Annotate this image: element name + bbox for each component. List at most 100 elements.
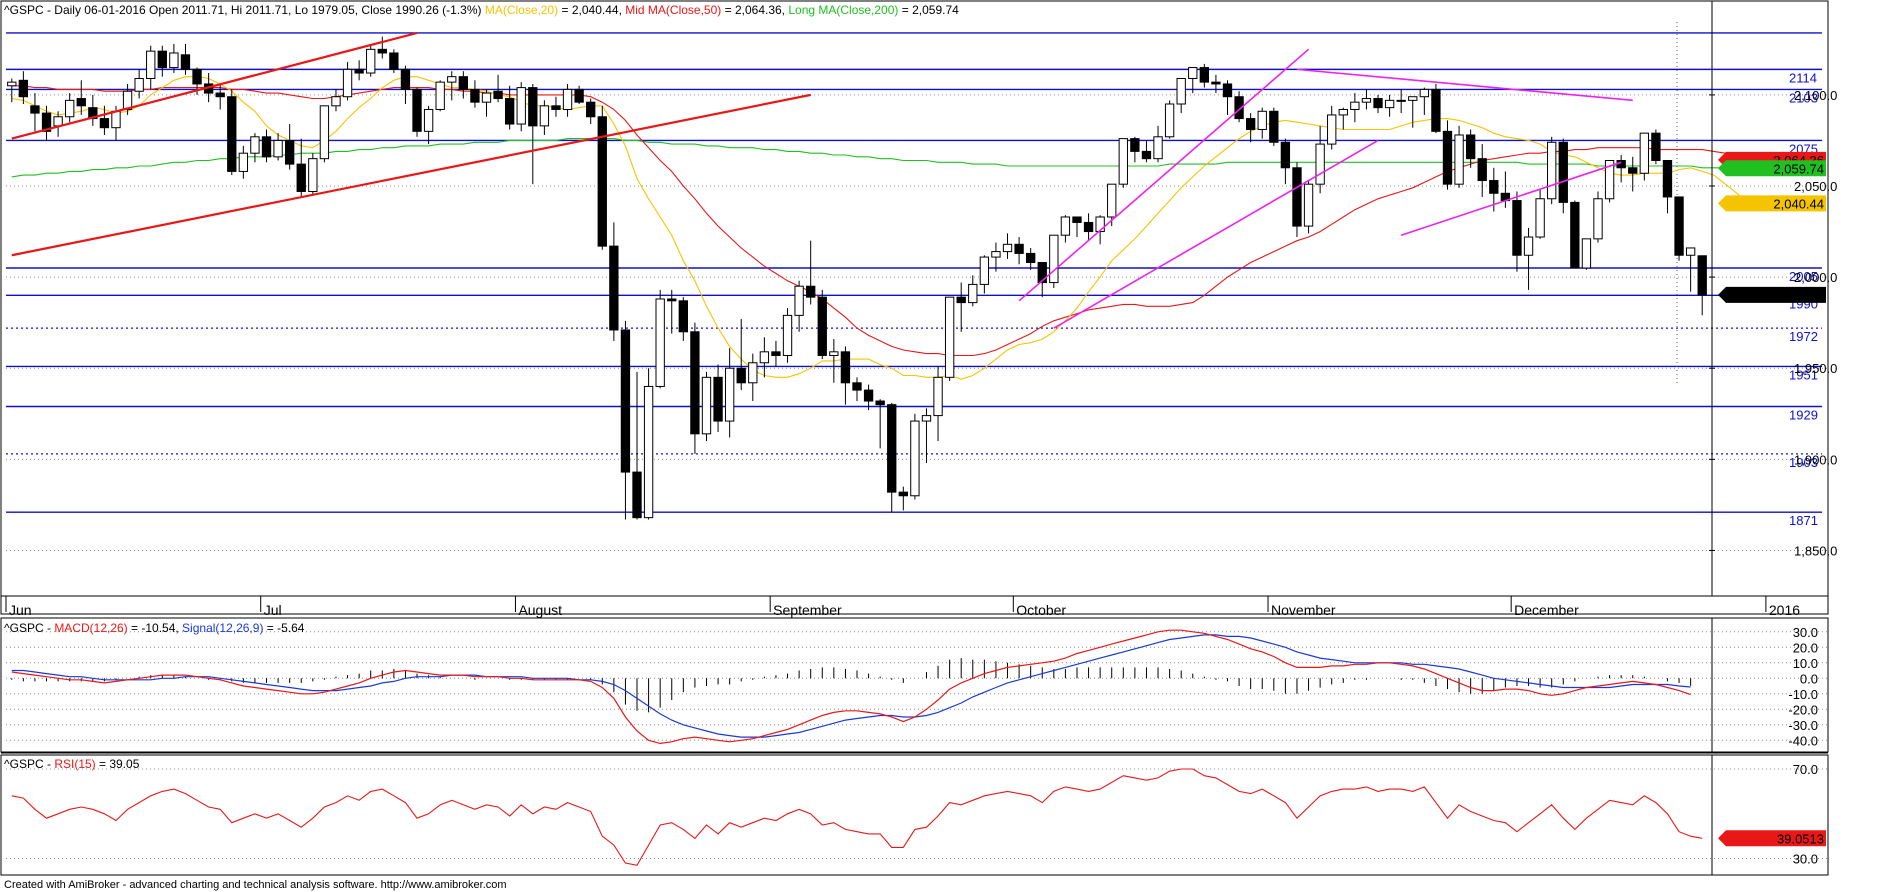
candle-up <box>1303 183 1314 227</box>
candle-up <box>921 415 932 422</box>
candle-down <box>956 296 966 304</box>
candle-down <box>620 329 631 473</box>
candle-up <box>319 105 330 160</box>
candle-down <box>667 298 677 302</box>
trendline-magenta <box>1400 161 1622 236</box>
candle-down <box>1697 255 1707 296</box>
candle-up <box>1164 103 1175 138</box>
candle-up <box>1454 134 1464 185</box>
candle-up <box>701 376 712 435</box>
candle-down <box>898 491 908 497</box>
candle-up <box>423 108 434 132</box>
candle-up <box>1604 159 1615 200</box>
candle-up <box>933 376 943 417</box>
candle-down <box>192 68 202 85</box>
month-label: September <box>773 602 842 618</box>
price-header: ^GSPC - Daily 06-01-2016 Open 2011.71, H… <box>4 3 959 17</box>
candle-up <box>1384 99 1395 109</box>
candle-down <box>1512 200 1522 256</box>
price-panel[interactable] <box>0 0 1829 615</box>
candle-down <box>157 50 167 69</box>
level-label: 1972 <box>1789 329 1818 344</box>
candle-down <box>1211 81 1221 85</box>
candle-up <box>273 139 283 158</box>
candle-down <box>504 98 515 125</box>
price-candles <box>7 36 1707 520</box>
price-tick-label: 2,050.0 <box>1794 179 1837 194</box>
candle-up <box>516 87 526 125</box>
candle-down <box>713 376 723 422</box>
candle-up <box>1419 88 1430 98</box>
macd-tick-label: -40.0 <box>1788 733 1818 748</box>
rsi-value-badge <box>1718 830 1826 847</box>
value-badge: 2,059.74 <box>1718 160 1826 177</box>
badge-label: 2,040.44 <box>1773 196 1824 211</box>
signal-line <box>11 634 1691 738</box>
candle-up <box>1396 99 1406 102</box>
month-axis: Jun Jul August September October November Dece… <box>5 596 1800 618</box>
rsi-badge-label: 39.0513 <box>1777 831 1824 846</box>
candle-down <box>736 367 746 384</box>
candle-down <box>389 52 399 70</box>
rsi-line <box>11 768 1703 866</box>
candle-up <box>748 362 758 384</box>
candle-up <box>250 136 260 154</box>
trendline-magenta <box>1018 48 1310 302</box>
candle-down <box>1442 130 1453 185</box>
candle-up <box>991 251 1001 258</box>
candle-down <box>1570 201 1580 269</box>
level-label: 1951 <box>1789 367 1818 382</box>
candle-up <box>1049 234 1059 284</box>
candle-down <box>354 68 364 74</box>
candle-up <box>1095 216 1105 233</box>
candle-up <box>7 81 17 87</box>
candle-up <box>146 50 156 79</box>
candle-up <box>481 92 492 103</box>
candle-down <box>261 136 272 158</box>
trendline-red <box>11 31 418 140</box>
candle-up <box>782 314 793 356</box>
badge-shape <box>1718 286 1826 303</box>
candle-down <box>887 404 897 493</box>
candle-down <box>1465 134 1476 160</box>
candle-down <box>852 382 862 391</box>
candle-down <box>1489 180 1499 194</box>
month-label: December <box>1514 602 1579 618</box>
candle-down <box>470 88 480 103</box>
rsi-panel[interactable] <box>0 754 1829 876</box>
candle-up <box>968 283 978 304</box>
month-label: 2016 <box>1769 602 1800 618</box>
candle-up <box>1327 114 1337 145</box>
candle-down <box>1072 216 1082 223</box>
candle-down <box>1674 196 1684 256</box>
candle-down <box>400 68 411 90</box>
price-tick-label: 1,900.0 <box>1794 452 1837 467</box>
candle-up <box>1315 143 1325 185</box>
level-label: 2114 <box>1789 70 1817 85</box>
candle-up <box>1118 138 1128 185</box>
candle-up <box>1257 110 1267 131</box>
candle-down <box>1477 158 1487 182</box>
price-tick-label: 2,000.0 <box>1794 270 1837 285</box>
price-tick-label: 2,100.0 <box>1794 88 1837 103</box>
candle-up <box>1581 238 1592 269</box>
month-label: August <box>518 602 562 618</box>
candle-down <box>875 400 885 406</box>
candle-up <box>539 105 550 127</box>
candle-down <box>609 245 619 331</box>
candle-down <box>41 112 52 132</box>
candle-down <box>1662 159 1673 198</box>
candle-down <box>99 118 110 129</box>
candle-up <box>1408 96 1418 101</box>
candle-down <box>296 163 306 192</box>
price-axis: 2,100.0 2,050.0 2,000.0 1,950.0 1,900.0 1,850… <box>1709 1 1837 596</box>
macd-tick-label: 30.0 <box>1793 625 1818 640</box>
rsi-header: ^GSPC - RSI(15) = 39.05 <box>4 757 140 771</box>
price-tick-label: 1,850.0 <box>1794 543 1837 558</box>
trendline-magenta <box>1296 68 1633 102</box>
candle-up <box>759 351 770 364</box>
candle-up <box>1361 98 1372 103</box>
candle-up <box>643 385 654 519</box>
candle-down <box>30 105 40 114</box>
macd-tick-label: -30.0 <box>1788 718 1818 733</box>
